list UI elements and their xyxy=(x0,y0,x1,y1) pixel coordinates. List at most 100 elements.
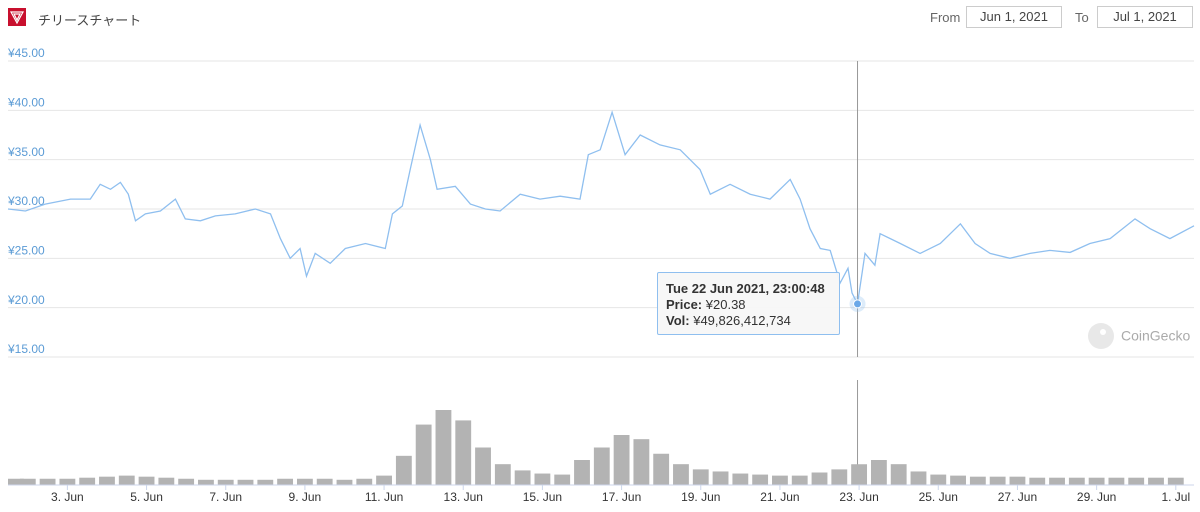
volume-bar xyxy=(376,475,392,485)
volume-bar xyxy=(1148,477,1164,485)
volume-bar xyxy=(732,473,749,485)
volume-bar xyxy=(969,476,986,485)
volume-bar xyxy=(1049,477,1065,485)
volume-bar xyxy=(99,476,115,485)
tooltip-time: Tue 22 Jun 2021, 23:00:48 xyxy=(666,281,825,296)
x-tick-label: 21. Jun xyxy=(760,490,799,504)
y-tick-label: ¥45.00 xyxy=(7,46,45,60)
volume-bar xyxy=(712,471,729,485)
volume-bar xyxy=(356,478,373,485)
y-tick-label: ¥30.00 xyxy=(7,194,45,208)
x-tick-label: 23. Jun xyxy=(839,490,878,504)
x-tick-label: 11. Jun xyxy=(365,490,403,504)
volume-bar xyxy=(811,472,828,485)
volume-bar xyxy=(59,478,76,485)
x-tick-label: 5. Jun xyxy=(130,490,163,504)
from-input[interactable]: Jun 1, 2021 xyxy=(966,6,1062,28)
volume-bar xyxy=(1128,477,1145,485)
volume-bar xyxy=(653,453,670,485)
watermark-text: CoinGecko xyxy=(1121,328,1190,344)
volume-bar xyxy=(494,464,511,485)
x-tick-label: 1. Jul xyxy=(1161,490,1190,504)
x-tick-label: 17. Jun xyxy=(602,490,641,504)
volume-bar xyxy=(930,474,947,485)
volume-bar xyxy=(118,475,135,485)
volume-bar xyxy=(890,464,907,485)
tooltip-price: ¥20.38 xyxy=(705,297,746,312)
x-tick-label: 9. Jun xyxy=(289,490,322,504)
y-tick-label: ¥35.00 xyxy=(7,145,45,159)
x-tick-label: 15. Jun xyxy=(523,490,562,504)
volume-bar xyxy=(950,475,966,485)
tooltip-price-label: Price: xyxy=(666,297,703,312)
volume-bar xyxy=(296,478,313,485)
volume-bar xyxy=(435,410,452,485)
y-tick-label: ¥15.00 xyxy=(7,342,45,356)
volume-bar xyxy=(831,469,848,485)
x-tick-label: 25. Jun xyxy=(919,490,958,504)
volume-bar xyxy=(791,475,808,485)
volume-bar xyxy=(1009,476,1026,485)
volume-bar xyxy=(8,478,24,485)
volume-bar xyxy=(772,475,788,485)
x-tick-label: 3. Jun xyxy=(51,490,84,504)
volume-bar xyxy=(336,479,353,485)
x-tick-label: 19. Jun xyxy=(681,490,720,504)
volume-bar xyxy=(1108,477,1125,485)
watermark xyxy=(1088,323,1114,349)
volume-bar xyxy=(692,469,709,485)
volume-bar xyxy=(910,471,927,485)
x-tick-label: 27. Jun xyxy=(998,490,1037,504)
volume-bar xyxy=(574,460,590,485)
volume-bar xyxy=(475,447,491,485)
volume-bar xyxy=(158,477,175,485)
volume-bar xyxy=(633,439,650,485)
title: チリースチャート xyxy=(38,13,142,28)
x-tick-label: 7. Jun xyxy=(209,490,242,504)
volume-bar xyxy=(198,479,214,485)
tooltip-vol-label: Vol: xyxy=(666,313,690,328)
volume-bar xyxy=(455,420,472,485)
volume-bar xyxy=(277,478,294,485)
volume-bar xyxy=(1068,477,1085,485)
volume-bar xyxy=(554,474,571,485)
volume-bar xyxy=(613,435,630,485)
volume-bar xyxy=(178,478,195,485)
volume-bar xyxy=(1088,477,1105,485)
volume-bar xyxy=(19,478,36,485)
volume-bar xyxy=(316,478,333,485)
volume-bar xyxy=(138,476,155,485)
volume-bar xyxy=(415,424,432,485)
y-tick-label: ¥40.00 xyxy=(7,96,45,110)
logo-mark xyxy=(9,11,25,25)
volume-bar xyxy=(534,473,551,485)
volume-bar xyxy=(593,447,610,485)
volume-bar xyxy=(752,474,769,485)
volume-bar xyxy=(851,464,868,485)
volume-bar xyxy=(989,476,1006,485)
volume-bar xyxy=(514,470,531,485)
volume-bar xyxy=(39,478,56,485)
volume-bar xyxy=(217,479,234,485)
volume-bar xyxy=(257,479,274,485)
tooltip-vol: ¥49,826,412,734 xyxy=(693,313,791,328)
from-label: From xyxy=(930,10,961,25)
volume-bar xyxy=(395,455,412,485)
x-tick-label: 29. Jun xyxy=(1077,490,1116,504)
volume-bar xyxy=(1167,477,1184,485)
price-line xyxy=(7,110,1195,307)
to-input[interactable]: Jul 1, 2021 xyxy=(1097,6,1193,28)
volume-bar xyxy=(870,460,887,485)
x-tick-label: 13. Jun xyxy=(444,490,483,504)
volume-bar xyxy=(79,477,96,485)
volume-bar xyxy=(1029,477,1046,485)
tooltip: Tue 22 Jun 2021, 23:00:48 Price: ¥20.38 … xyxy=(657,272,840,335)
volume-bar xyxy=(673,464,689,485)
to-label: To xyxy=(1075,10,1089,25)
y-tick-label: ¥20.00 xyxy=(7,293,45,307)
hover-point xyxy=(853,299,863,309)
y-tick-label: ¥25.00 xyxy=(7,244,45,258)
volume-bar xyxy=(237,479,254,485)
